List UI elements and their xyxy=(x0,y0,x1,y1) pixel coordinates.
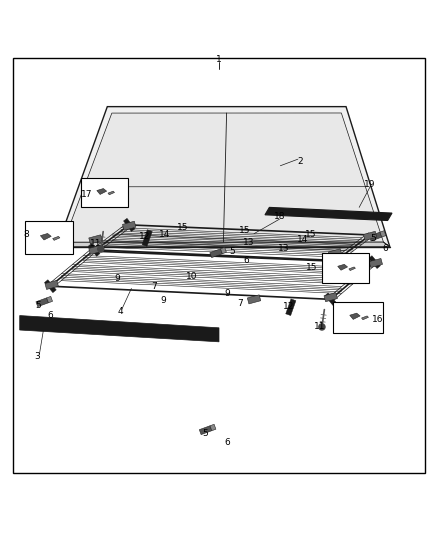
Polygon shape xyxy=(210,424,216,431)
Circle shape xyxy=(319,324,325,330)
Text: 19: 19 xyxy=(364,180,376,189)
Polygon shape xyxy=(265,207,392,221)
Polygon shape xyxy=(88,244,100,256)
Polygon shape xyxy=(247,295,261,304)
Text: 14: 14 xyxy=(159,230,170,239)
Bar xyxy=(25,221,73,254)
Polygon shape xyxy=(57,242,390,247)
Text: 3: 3 xyxy=(34,352,40,361)
Polygon shape xyxy=(123,221,136,230)
Polygon shape xyxy=(380,231,386,237)
Text: 6: 6 xyxy=(243,256,249,265)
Text: 7: 7 xyxy=(151,282,157,290)
Polygon shape xyxy=(108,191,114,195)
Polygon shape xyxy=(46,296,53,303)
Text: 13: 13 xyxy=(243,238,254,247)
Text: 15: 15 xyxy=(177,223,189,232)
Text: 18: 18 xyxy=(274,212,285,221)
Text: 5: 5 xyxy=(35,302,42,310)
Text: 5: 5 xyxy=(202,429,208,438)
Polygon shape xyxy=(369,232,382,241)
Circle shape xyxy=(98,246,104,252)
Text: 7: 7 xyxy=(237,299,243,308)
Text: 12: 12 xyxy=(283,302,295,311)
Polygon shape xyxy=(199,426,212,434)
Polygon shape xyxy=(325,293,337,306)
Text: 17: 17 xyxy=(81,190,92,199)
Text: 9: 9 xyxy=(224,289,230,298)
Text: 10: 10 xyxy=(186,272,198,281)
Text: 11: 11 xyxy=(314,322,325,332)
Text: 2: 2 xyxy=(297,157,303,166)
Polygon shape xyxy=(124,219,135,231)
Polygon shape xyxy=(89,245,102,254)
Polygon shape xyxy=(53,236,60,240)
Text: 12: 12 xyxy=(139,232,150,241)
Polygon shape xyxy=(364,231,377,240)
Polygon shape xyxy=(324,293,337,302)
Text: 9: 9 xyxy=(114,274,120,283)
Text: 4: 4 xyxy=(118,306,123,316)
Polygon shape xyxy=(45,280,58,289)
Polygon shape xyxy=(369,259,382,268)
Polygon shape xyxy=(286,299,296,316)
Polygon shape xyxy=(210,249,223,257)
Polygon shape xyxy=(338,264,347,270)
Text: 13: 13 xyxy=(278,244,290,253)
Polygon shape xyxy=(142,230,152,246)
Polygon shape xyxy=(57,107,390,247)
Text: 15: 15 xyxy=(306,263,318,272)
Polygon shape xyxy=(40,233,51,240)
Text: 6: 6 xyxy=(382,244,389,253)
Polygon shape xyxy=(349,267,355,271)
Text: 15: 15 xyxy=(239,226,250,235)
Polygon shape xyxy=(64,113,383,243)
Text: 1: 1 xyxy=(216,55,222,64)
Polygon shape xyxy=(45,280,56,293)
Text: 14: 14 xyxy=(297,235,309,244)
Text: 5: 5 xyxy=(370,233,376,243)
Bar xyxy=(333,302,383,333)
Polygon shape xyxy=(350,313,360,319)
Polygon shape xyxy=(97,189,106,195)
Polygon shape xyxy=(36,298,49,306)
Text: 8: 8 xyxy=(23,230,29,239)
Text: 15: 15 xyxy=(305,230,317,239)
Polygon shape xyxy=(220,247,226,254)
Text: 6: 6 xyxy=(47,311,53,320)
Text: 16: 16 xyxy=(372,316,383,325)
Text: 9: 9 xyxy=(160,296,166,305)
Polygon shape xyxy=(328,249,342,258)
Polygon shape xyxy=(20,316,219,342)
Bar xyxy=(81,177,128,207)
Text: 6: 6 xyxy=(224,438,230,447)
Polygon shape xyxy=(361,316,368,320)
Polygon shape xyxy=(368,256,381,269)
Polygon shape xyxy=(89,235,102,244)
Text: 5: 5 xyxy=(229,247,235,256)
Bar xyxy=(322,253,369,283)
Text: 11: 11 xyxy=(90,239,101,248)
